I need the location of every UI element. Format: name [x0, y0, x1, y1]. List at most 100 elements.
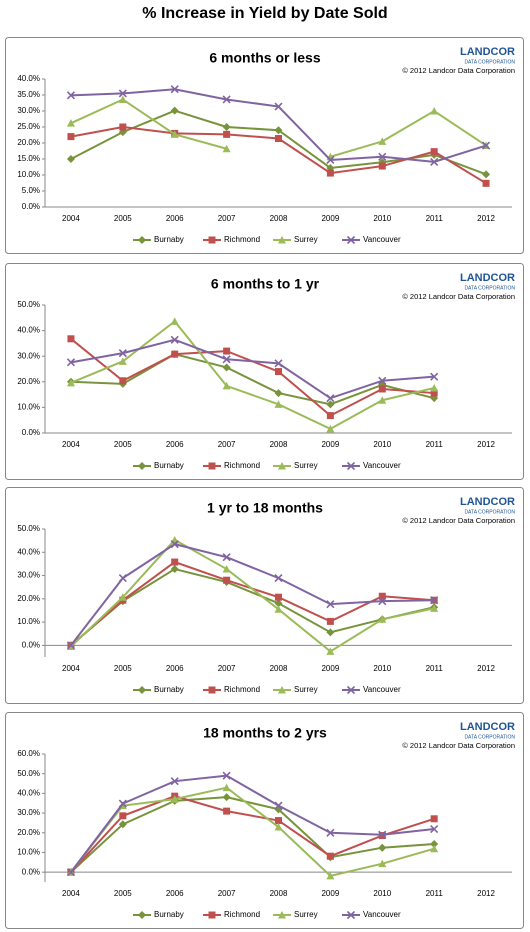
x-tick-label: 2006 [166, 440, 184, 449]
y-tick-label: 15.0% [17, 154, 40, 163]
x-tick-label: 2011 [426, 889, 444, 898]
data-point [326, 169, 334, 177]
legend-label: Richmond [224, 461, 260, 470]
data-point [274, 599, 283, 608]
y-tick-label: 25.0% [17, 122, 40, 131]
x-tick-label: 2007 [218, 440, 236, 449]
series-line [330, 109, 487, 158]
data-point [378, 396, 387, 404]
x-tick-label: 2005 [114, 889, 132, 898]
data-point [223, 576, 231, 584]
data-point [119, 123, 127, 131]
data-point [326, 871, 335, 880]
legend-label: Vancouver [363, 461, 401, 470]
x-tick-label: 2010 [373, 889, 391, 898]
x-tick-label: 2004 [62, 889, 80, 898]
data-point [222, 95, 231, 104]
data-point [326, 400, 335, 409]
legend-label: Surrey [294, 235, 318, 244]
series-line [70, 774, 435, 873]
legend-label: Surrey [294, 685, 318, 694]
data-point [326, 628, 335, 637]
y-tick-label: 0.0% [22, 640, 40, 649]
data-point [118, 820, 127, 829]
logo-subtitle: DATA CORPORATION [464, 285, 515, 291]
legend-marker [346, 910, 356, 920]
data-point [170, 565, 179, 574]
y-tick-label: 5.0% [22, 186, 40, 195]
y-tick-label: 10.0% [17, 403, 40, 412]
logo: LANDCOR [460, 721, 515, 733]
x-tick-label: 2004 [62, 664, 80, 673]
legend-marker [208, 236, 216, 244]
y-tick-label: 10.0% [17, 617, 40, 626]
x-tick-label: 2007 [218, 889, 236, 898]
x-tick-label: 2005 [114, 440, 132, 449]
data-point [66, 641, 76, 650]
logo-subtitle: DATA CORPORATION [464, 59, 515, 65]
chart-title: 6 months or less [209, 50, 320, 66]
data-point [118, 95, 127, 103]
series-line [70, 543, 435, 646]
series-line [70, 786, 435, 877]
series-line [70, 567, 435, 647]
series-line [70, 353, 435, 406]
x-tick-label: 2007 [218, 214, 236, 223]
legend-marker [346, 461, 356, 471]
data-point [170, 795, 179, 803]
data-point [222, 783, 231, 792]
y-tick-label: 30.0% [17, 808, 40, 817]
y-tick-label: 35.0% [17, 90, 40, 99]
y-tick-label: 0.0% [22, 202, 40, 211]
data-point [170, 335, 179, 344]
legend-marker [278, 462, 286, 470]
logo-subtitle: DATA CORPORATION [464, 509, 515, 515]
data-point [378, 615, 387, 623]
copyright: © 2012 Landcor Data Corporation [402, 66, 515, 75]
data-point [222, 771, 231, 780]
x-tick-label: 2010 [373, 664, 391, 673]
x-tick-label: 2006 [166, 214, 184, 223]
x-tick-label: 2012 [477, 214, 495, 223]
y-tick-label: 30.0% [17, 571, 40, 580]
x-tick-label: 2012 [477, 440, 495, 449]
page-title: % Increase in Yield by Date Sold [142, 5, 387, 22]
legend-marker [138, 911, 146, 919]
x-tick-label: 2012 [477, 889, 495, 898]
data-point [222, 553, 231, 562]
x-tick-label: 2006 [166, 664, 184, 673]
chart-title: 18 months to 2 yrs [203, 725, 327, 741]
legend-label: Burnaby [154, 910, 184, 919]
data-point [119, 812, 127, 820]
data-point [326, 647, 335, 655]
data-point [275, 135, 282, 143]
y-tick-label: 20.0% [17, 828, 40, 837]
data-point [274, 574, 283, 583]
legend-marker [208, 911, 216, 919]
data-point [223, 347, 231, 355]
data-point [66, 119, 75, 127]
data-point [378, 592, 386, 600]
data-point [430, 383, 439, 392]
y-tick-label: 30.0% [17, 106, 40, 115]
data-point [170, 777, 179, 786]
data-point [481, 141, 491, 150]
x-tick-label: 2010 [373, 214, 391, 223]
chart-title: 1 yr to 18 months [207, 500, 323, 516]
data-point [222, 381, 231, 390]
data-point [430, 824, 439, 834]
data-point [326, 828, 335, 837]
data-point [326, 394, 335, 403]
data-point [430, 148, 438, 156]
x-tick-label: 2009 [321, 889, 339, 898]
legend-label: Burnaby [154, 461, 184, 470]
data-point [66, 91, 76, 100]
data-point [326, 600, 335, 609]
y-tick-label: 0.0% [22, 428, 40, 437]
data-point [66, 155, 75, 163]
legend-label: Burnaby [154, 685, 184, 694]
